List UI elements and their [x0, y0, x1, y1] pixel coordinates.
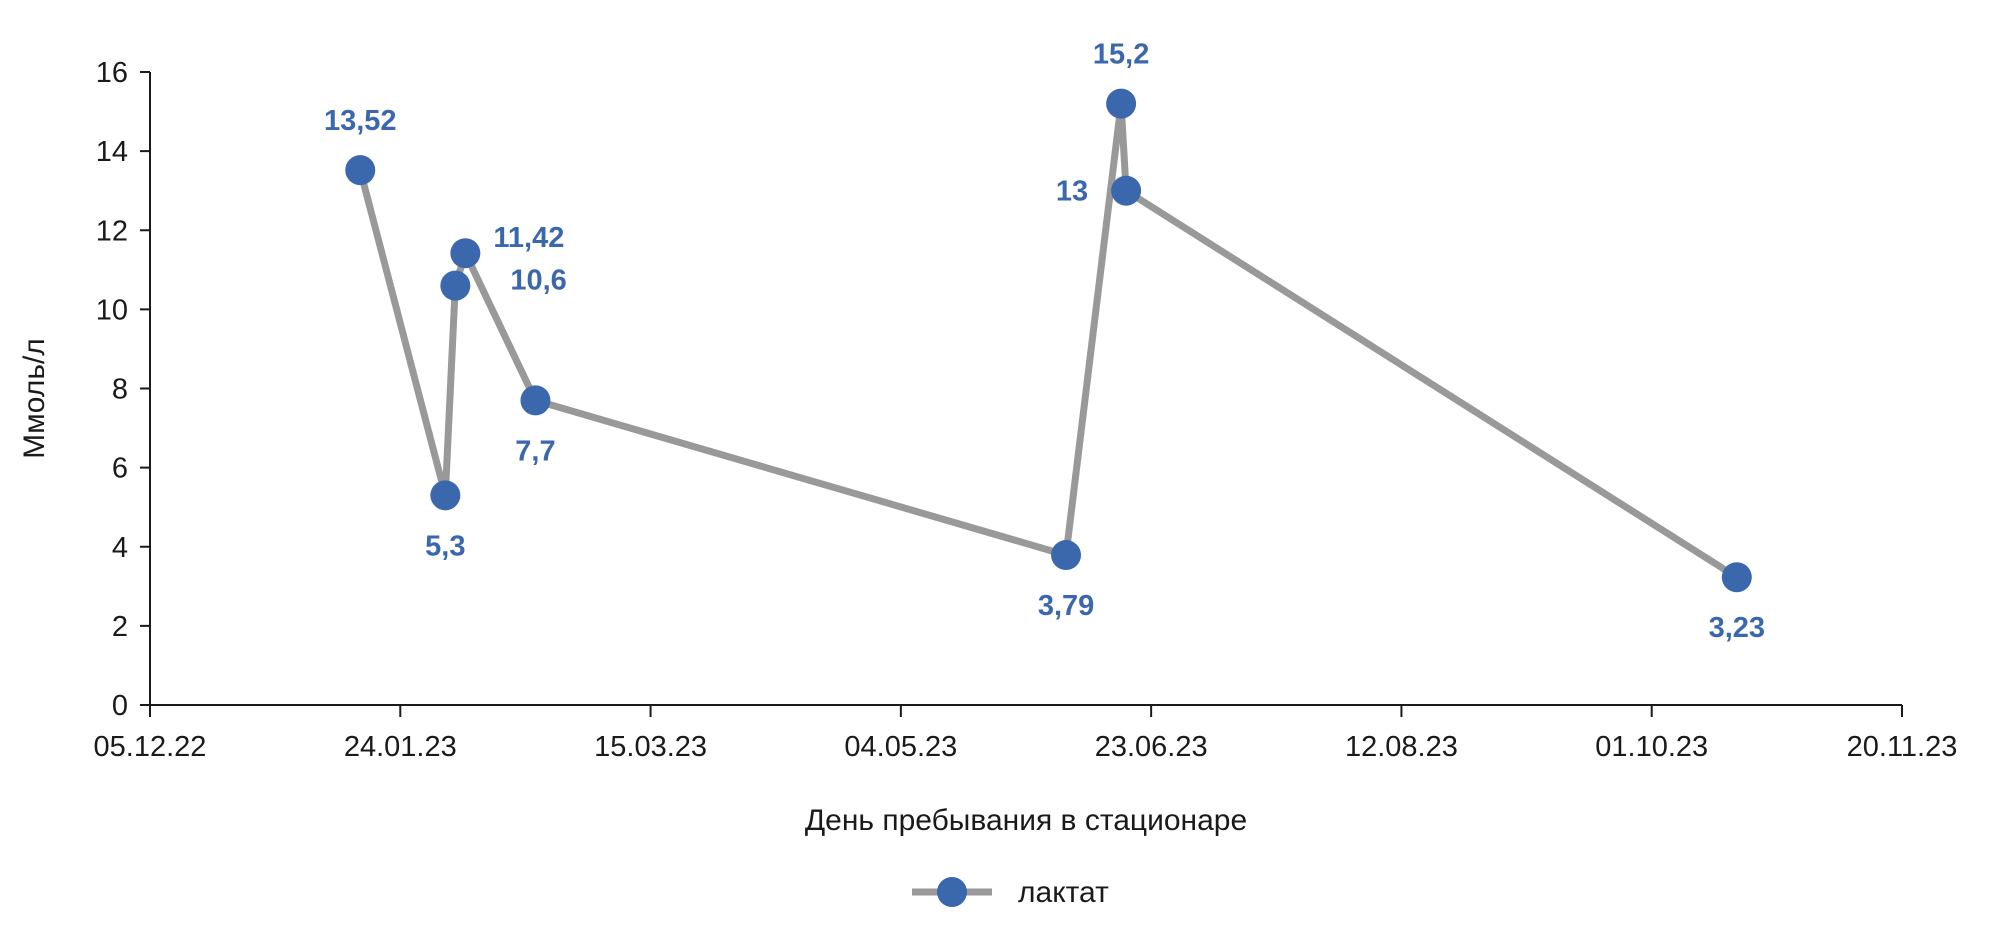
- x-tick-label: 01.10.23: [1595, 731, 1708, 763]
- x-tick-label: 04.05.23: [844, 731, 957, 763]
- y-tick-label: 6: [112, 453, 128, 485]
- data-point: [450, 238, 481, 269]
- data-label: 3,23: [1709, 612, 1765, 644]
- data-label: 15,2: [1093, 39, 1149, 71]
- x-tick-label: 23.06.23: [1095, 731, 1208, 763]
- data-label: 5,3: [425, 530, 465, 562]
- data-point: [430, 480, 461, 511]
- y-tick-label: 16: [96, 57, 128, 89]
- y-axis: 0 2 4 6 8 10 12 14 16: [96, 57, 151, 722]
- x-axis: 05.12.22 24.01.23 15.03.23 04.05.23 23.06.23…: [94, 704, 1958, 763]
- y-tick-label: 8: [112, 374, 128, 406]
- legend-series-label: лактат: [1018, 876, 1109, 909]
- data-point: [345, 155, 376, 186]
- data-point: [1111, 175, 1142, 206]
- data-label: 13: [1056, 176, 1088, 208]
- x-axis-title: День пребывания в стационаре: [805, 804, 1247, 837]
- data-point: [440, 270, 471, 301]
- series-line: [356, 100, 1741, 581]
- y-tick-label: 0: [112, 690, 128, 722]
- data-point: [1051, 540, 1082, 571]
- y-tick-label: 12: [96, 215, 128, 247]
- x-tick-label: 20.11.23: [1847, 731, 1958, 763]
- x-tick-label: 05.12.22: [94, 731, 207, 763]
- y-tick-label: 10: [96, 294, 128, 326]
- data-label: 10,6: [510, 265, 566, 297]
- data-point: [520, 385, 551, 416]
- y-tick-label: 14: [96, 136, 128, 168]
- data-label: 3,79: [1038, 590, 1094, 622]
- data-point: [1721, 562, 1752, 593]
- x-tick-label: 12.08.23: [1345, 731, 1458, 763]
- y-tick-label: 2: [112, 611, 128, 643]
- y-axis-title: Ммоль/л: [18, 338, 51, 459]
- legend-series-marker: [937, 877, 967, 907]
- y-tick-label: 4: [112, 532, 128, 564]
- legend: лактат: [912, 876, 1109, 909]
- data-label: 11,42: [493, 222, 564, 254]
- x-tick-label: 24.01.23: [344, 731, 457, 763]
- data-label: 7,7: [515, 435, 555, 467]
- x-tick-label: 15.03.23: [594, 731, 707, 763]
- data-label: 13,52: [324, 105, 397, 137]
- data-point: [1106, 88, 1137, 119]
- series-layer: 13,52 5,3 10,6 11,42 7,7 3,79 15,2 13 3,23: [324, 39, 1765, 645]
